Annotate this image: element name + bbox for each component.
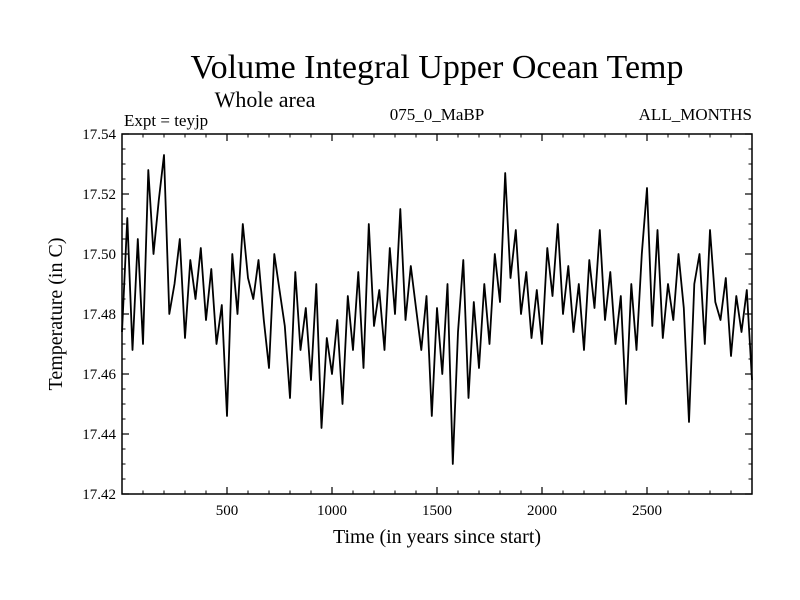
y-tick-label: 17.50 <box>82 247 116 263</box>
x-axis-label: Time (in years since start) <box>333 526 541 548</box>
x-tick-label: 2500 <box>632 503 662 519</box>
months-label: ALL_MONTHS <box>639 105 752 124</box>
plot-area: 17.42 17.44 17.46 17.48 17.50 17.52 17.54 500 10… <box>82 127 753 519</box>
y-axis-label: Temperature (in C) <box>45 238 67 391</box>
plot-frame <box>121 133 753 495</box>
x-tick-label: 2000 <box>527 503 557 519</box>
experiment-label: Expt = teyjp <box>124 111 208 130</box>
x-tick-label: 500 <box>216 503 239 519</box>
y-tick-label: 17.52 <box>82 187 116 203</box>
series-line <box>121 154 753 465</box>
y-tick-label: 17.46 <box>82 367 116 383</box>
chart-subtitle: Whole area <box>215 87 316 112</box>
period-label: 075_0_MaBP <box>390 105 484 124</box>
y-tick-label: 17.48 <box>82 307 116 323</box>
x-tick-label: 1500 <box>422 503 452 519</box>
chart-title: Volume Integral Upper Ocean Temp <box>191 49 684 86</box>
y-tick-label: 17.42 <box>82 487 116 503</box>
y-tick-label: 17.54 <box>82 127 116 143</box>
y-tick-label: 17.44 <box>82 427 116 443</box>
x-tick-label: 1000 <box>317 503 347 519</box>
